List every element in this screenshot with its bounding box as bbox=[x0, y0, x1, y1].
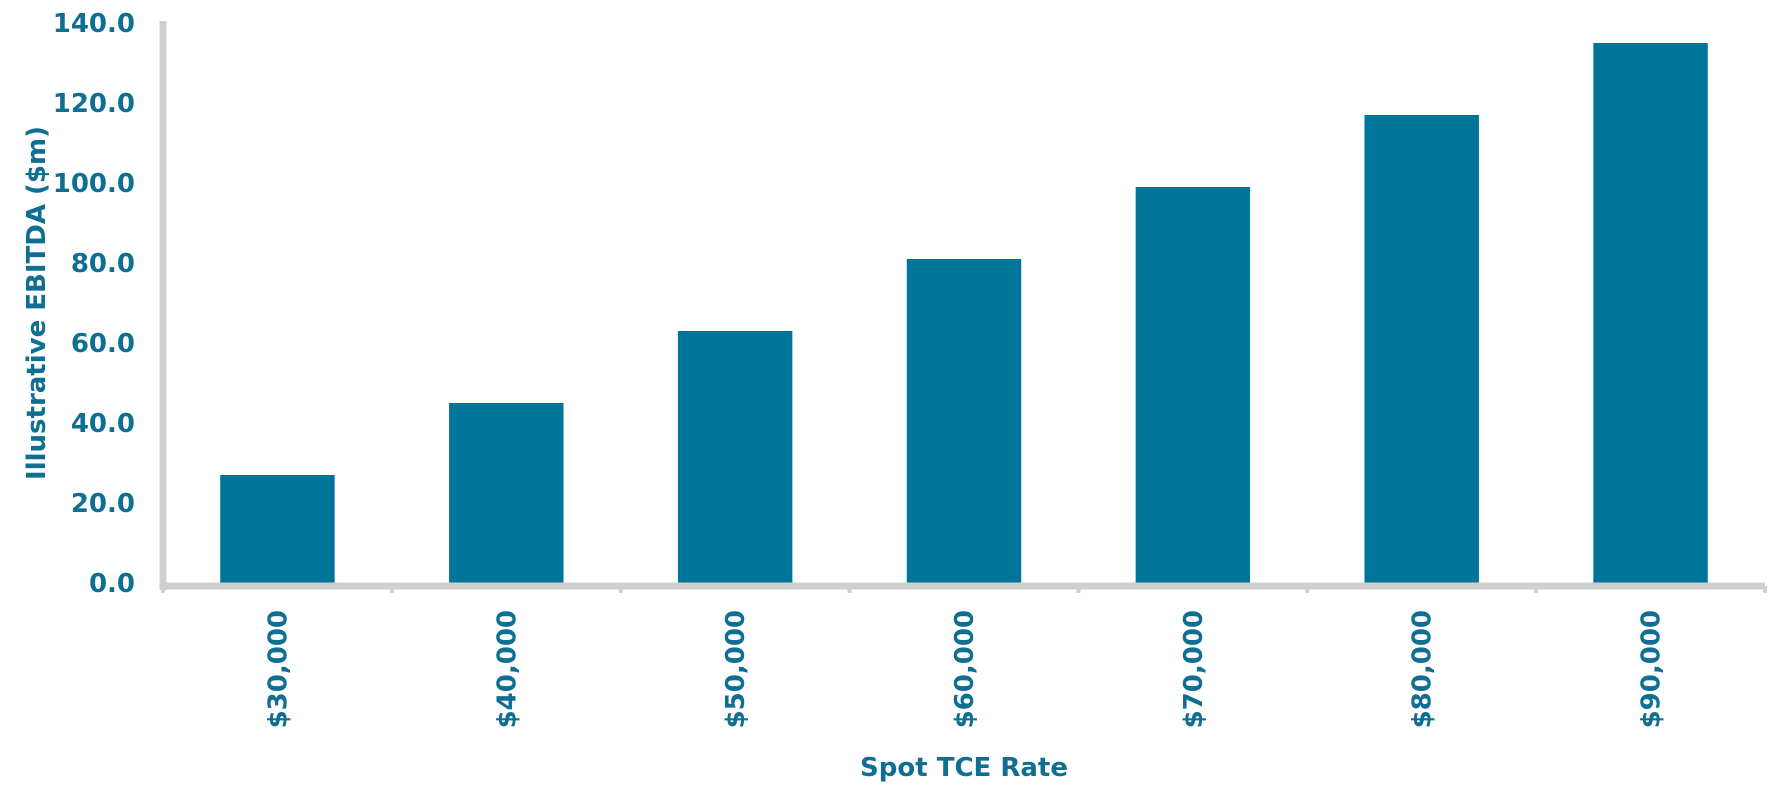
y-tick-label: 20.0 bbox=[71, 489, 135, 519]
x-tick-label: $80,000 bbox=[1408, 610, 1438, 728]
y-tick-label: 0.0 bbox=[89, 569, 135, 599]
bar bbox=[1593, 43, 1708, 583]
bar bbox=[1135, 187, 1251, 583]
y-tick-label: 60.0 bbox=[71, 329, 135, 359]
bar bbox=[1364, 115, 1479, 583]
bar bbox=[906, 259, 1022, 583]
bar bbox=[677, 331, 793, 583]
x-axis-labels: $30,000 $40,000 $50,000 $60,000 $70,000 $80,0… bbox=[263, 610, 1666, 728]
y-tick-label: 40.0 bbox=[71, 409, 135, 439]
y-axis-ticks: 0.0 20.0 40.0 60.0 80.0 100.0 120.0 140.0 bbox=[53, 9, 135, 599]
y-tick-label: 100.0 bbox=[53, 169, 135, 199]
y-tick-label: 80.0 bbox=[71, 249, 135, 279]
x-tick-label: $40,000 bbox=[492, 610, 522, 728]
bar bbox=[220, 475, 335, 583]
y-axis-title: Illustrative EBITDA ($m) bbox=[22, 126, 52, 480]
x-tick-label: $70,000 bbox=[1179, 610, 1209, 728]
x-tick-label: $30,000 bbox=[263, 610, 293, 728]
x-axis-title: Spot TCE Rate bbox=[860, 753, 1068, 783]
y-tick-label: 120.0 bbox=[53, 89, 135, 119]
bar-series bbox=[220, 43, 1708, 583]
bar bbox=[449, 403, 564, 583]
axes bbox=[159, 21, 1767, 593]
y-tick-label: 140.0 bbox=[53, 9, 135, 39]
x-tick-label: $60,000 bbox=[950, 610, 980, 728]
x-tick-label: $50,000 bbox=[721, 610, 751, 728]
x-tick-label: $90,000 bbox=[1637, 610, 1667, 728]
